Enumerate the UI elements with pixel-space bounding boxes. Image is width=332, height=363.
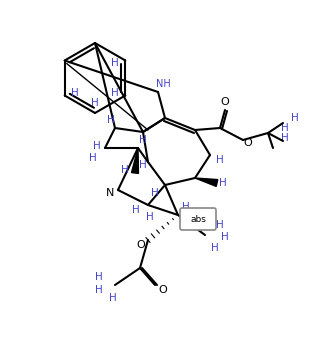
FancyBboxPatch shape <box>180 208 216 230</box>
Text: H: H <box>95 285 103 295</box>
Polygon shape <box>195 178 218 187</box>
Text: H: H <box>291 113 299 123</box>
Text: H: H <box>112 87 119 98</box>
Text: H: H <box>112 58 119 69</box>
Text: H: H <box>132 205 140 215</box>
Text: H: H <box>146 212 154 222</box>
Text: O: O <box>137 240 145 250</box>
Text: H: H <box>107 115 115 125</box>
Text: O: O <box>221 97 229 107</box>
Text: H: H <box>139 135 147 145</box>
Text: H: H <box>151 188 159 198</box>
Text: H: H <box>219 178 227 188</box>
Text: H: H <box>139 160 147 170</box>
Text: abs: abs <box>190 215 206 224</box>
Text: H: H <box>91 98 99 108</box>
Text: H: H <box>211 243 219 253</box>
Text: H: H <box>216 155 224 165</box>
Text: H: H <box>121 165 129 175</box>
Text: H: H <box>182 202 190 212</box>
Text: H: H <box>216 220 224 230</box>
Text: H: H <box>281 123 289 133</box>
Text: NH: NH <box>156 79 170 89</box>
Text: H: H <box>221 232 229 242</box>
Text: H: H <box>71 87 79 98</box>
Text: H: H <box>93 141 101 151</box>
Text: H: H <box>281 133 289 143</box>
Text: O: O <box>159 285 167 295</box>
Text: H: H <box>95 272 103 282</box>
Text: H: H <box>89 153 97 163</box>
Text: H: H <box>109 293 117 303</box>
Polygon shape <box>131 148 138 174</box>
Text: N: N <box>106 188 114 198</box>
Text: O: O <box>244 138 252 148</box>
